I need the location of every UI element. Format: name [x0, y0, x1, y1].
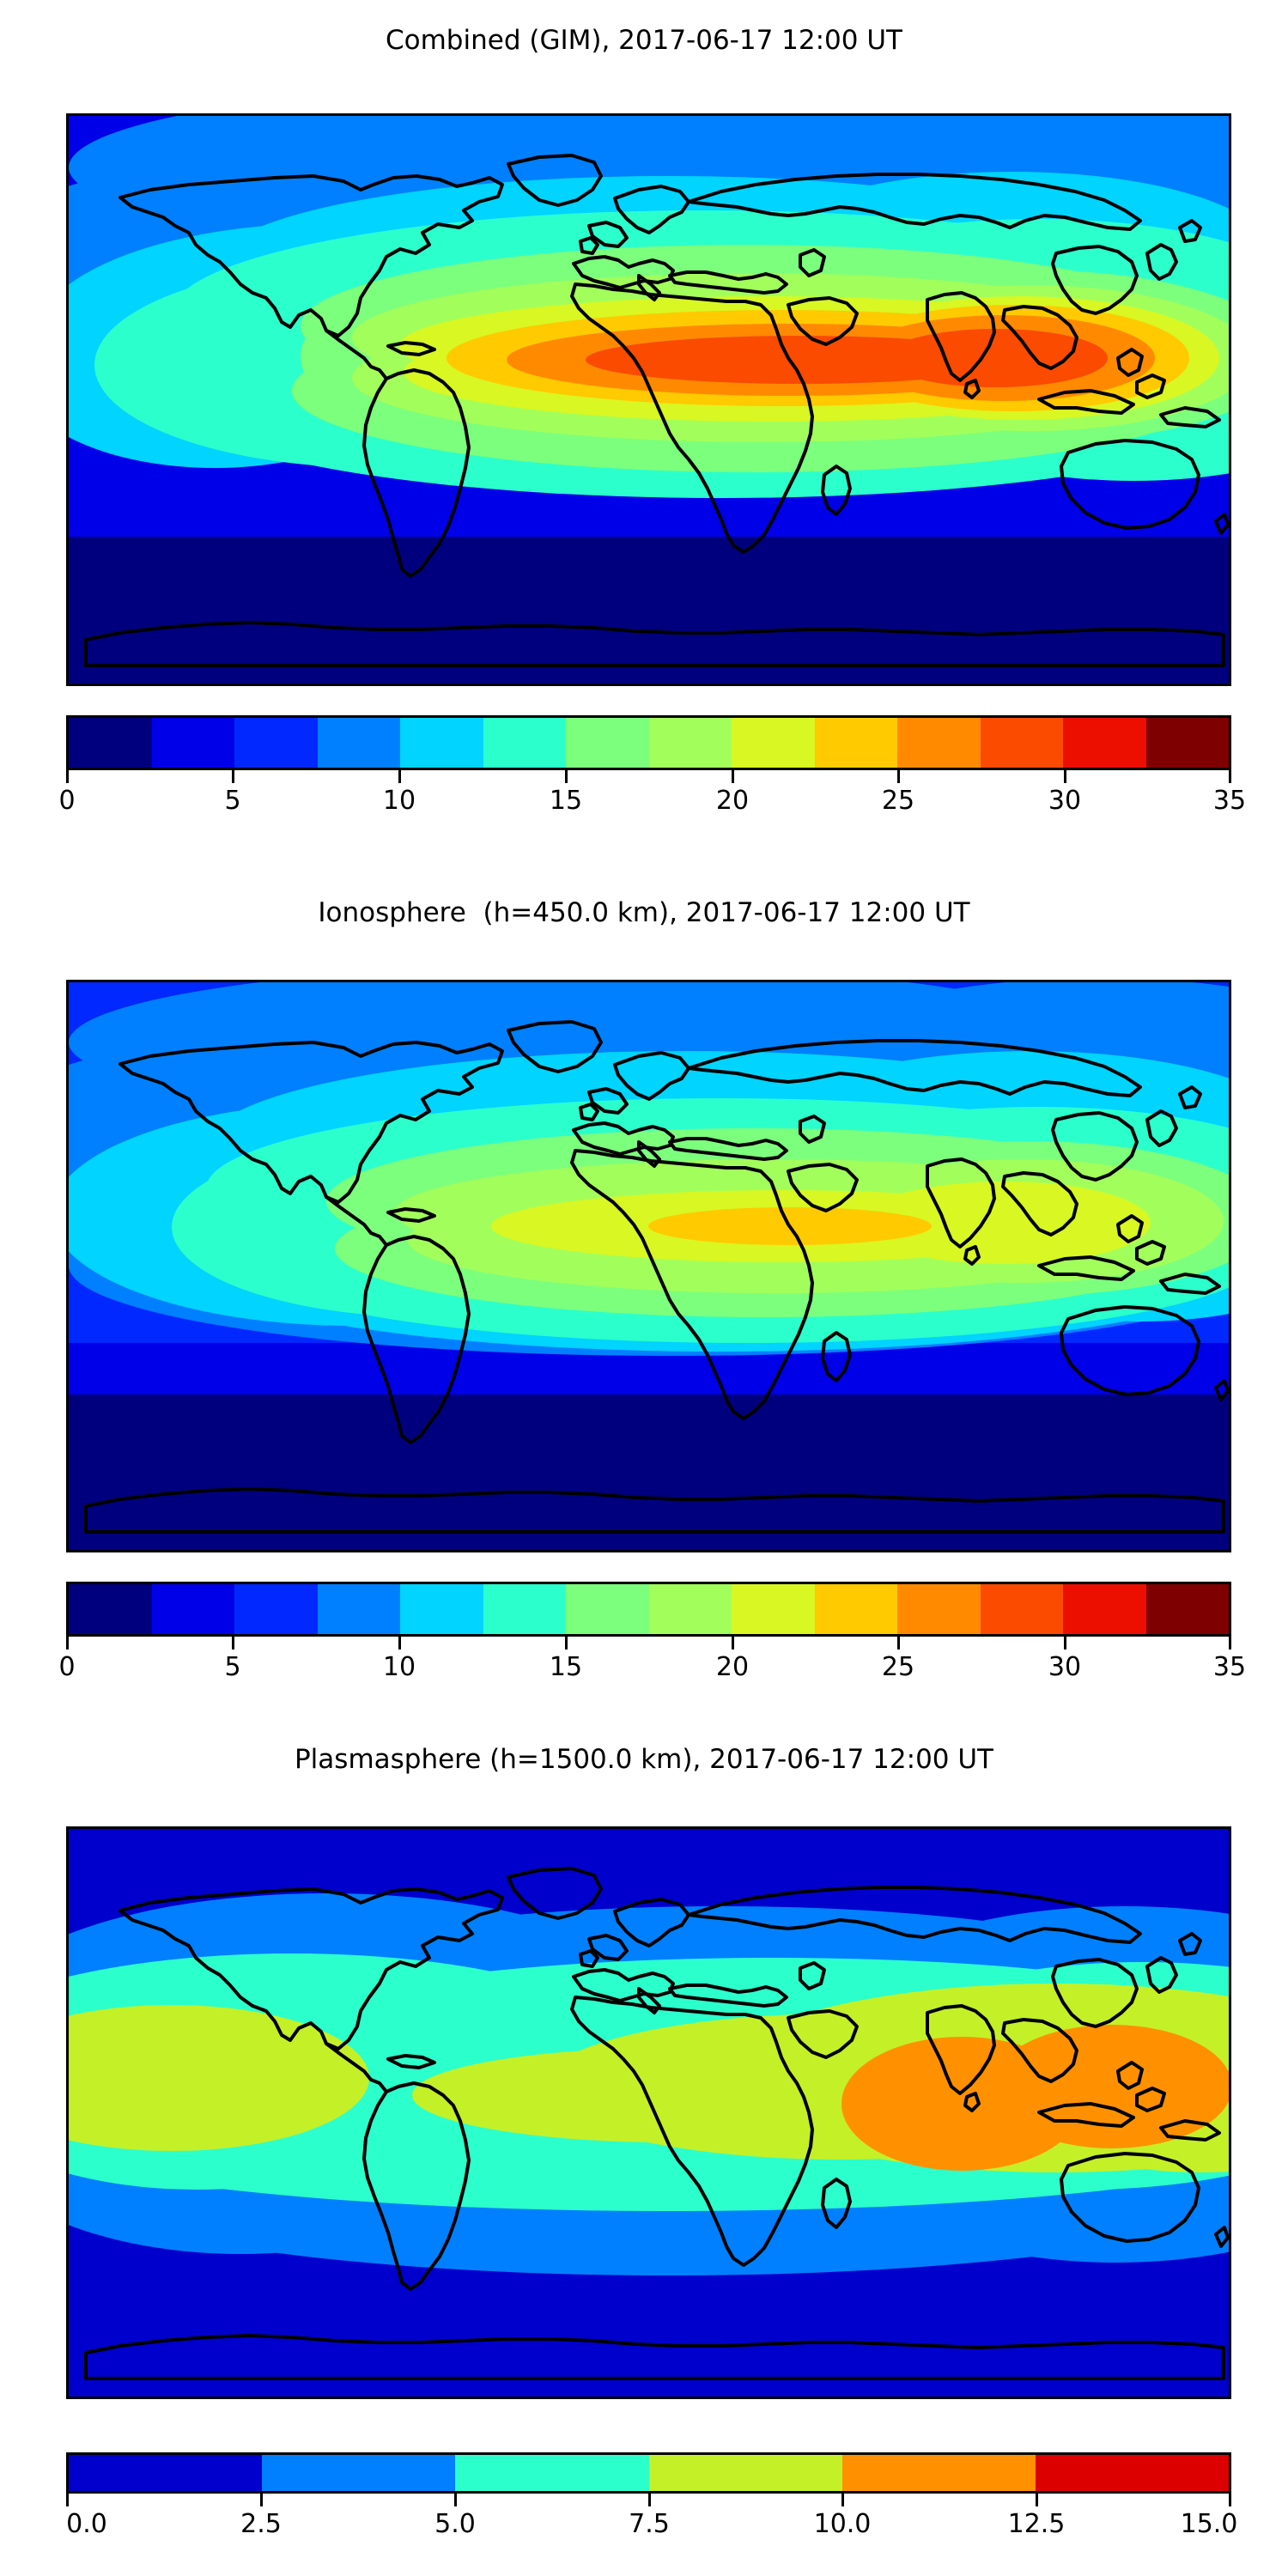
colorbar-tick-label: 15 [549, 786, 583, 816]
colorbar-tick-label: 10 [382, 1652, 416, 1682]
colorbar-tick [565, 1637, 568, 1649]
colorbar-tick [454, 2494, 457, 2506]
colorbar-combined-gim: 0 5 10 15 20 25 30 35 [58, 715, 1246, 827]
colorbar-gradient-ionosphere [66, 1582, 1231, 1637]
colorbar-tick-label: 15.0 [1180, 2509, 1238, 2539]
colorbar-tick-label: 30 [1048, 786, 1082, 816]
map-plasmasphere [66, 1826, 1231, 2399]
colorbar-tick [232, 1637, 234, 1649]
colorbar-tick-label: 5.0 [434, 2509, 476, 2539]
colorbar-tick [1229, 2494, 1231, 2506]
colorbar-gradient-combined-gim [66, 715, 1231, 770]
colorbar-tick [260, 2494, 263, 2506]
colorbar-tick-label: 20 [715, 786, 750, 816]
colorbar-tick [1064, 770, 1066, 783]
colorbar-tick-label: 10.0 [813, 2509, 872, 2539]
colorbar-tick [66, 1637, 69, 1649]
colorbar-tick [841, 2494, 844, 2506]
colorbar-tick-label: 0.0 [66, 2509, 107, 2539]
colorbar-tick-label: 10 [382, 786, 416, 816]
panel-ionosphere: Ionosphere (h=450.0 km), 2017-06-17 12:0… [0, 859, 1288, 1726]
panel-combined-gim: Combined (GIM), 2017-06-17 12:00 UT [0, 0, 1288, 859]
colorbar-gradient-plasmasphere [66, 2452, 1231, 2494]
colorbar-tick [648, 2494, 651, 2506]
colorbar-tick-label: 35 [1212, 1652, 1247, 1682]
colorbar-tick [1229, 770, 1231, 783]
map-canvas-combined-gim [69, 116, 1229, 683]
panel-plasmasphere: Plasmasphere (h=1500.0 km), 2017-06-17 1… [0, 1726, 1288, 2576]
colorbar-tick-label: 7.5 [629, 2509, 670, 2539]
colorbar-tick [732, 1637, 734, 1649]
colorbar-tick [1036, 2494, 1038, 2506]
colorbar-tick [66, 770, 69, 783]
panel-title-ionosphere: Ionosphere (h=450.0 km), 2017-06-17 12:0… [318, 897, 970, 928]
colorbar-tick-label: 25 [881, 786, 915, 816]
colorbar-tick [897, 770, 900, 783]
colorbar-tick-label: 2.5 [240, 2509, 282, 2539]
colorbar-tick-label: 12.5 [1007, 2509, 1066, 2539]
map-canvas-plasmasphere [69, 1829, 1229, 2397]
colorbar-tick [1064, 1637, 1066, 1649]
colorbar-tick [897, 1637, 900, 1649]
panel-title-combined-gim: Combined (GIM), 2017-06-17 12:00 UT [386, 25, 902, 56]
colorbar-ionosphere: 0 5 10 15 20 25 30 35 [58, 1582, 1246, 1693]
colorbar-tick-label: 5 [224, 786, 241, 816]
colorbar-tick [732, 770, 734, 783]
map-combined-gim [66, 113, 1231, 686]
colorbar-tick-label: 25 [881, 1652, 915, 1682]
colorbar-tick [66, 2494, 69, 2506]
panel-title-plasmasphere: Plasmasphere (h=1500.0 km), 2017-06-17 1… [294, 1744, 993, 1775]
colorbar-tick [565, 770, 568, 783]
colorbar-tick-label: 0 [58, 786, 76, 816]
colorbar-tick [232, 770, 234, 783]
colorbar-tick [398, 1637, 401, 1649]
map-ionosphere [66, 980, 1231, 1552]
colorbar-tick-label: 15 [549, 1652, 583, 1682]
colorbar-tick-label: 5 [224, 1652, 241, 1682]
colorbar-tick [398, 770, 401, 783]
colorbar-plasmasphere: 0.0 2.5 5.0 7.5 10.0 12.5 15.0 [66, 2452, 1237, 2564]
colorbar-tick-label: 35 [1212, 786, 1247, 816]
colorbar-tick [1229, 1637, 1231, 1649]
colorbar-tick-label: 30 [1048, 1652, 1082, 1682]
colorbar-tick-label: 20 [715, 1652, 750, 1682]
map-canvas-ionosphere [69, 982, 1229, 1550]
colorbar-tick-label: 0 [58, 1652, 76, 1682]
